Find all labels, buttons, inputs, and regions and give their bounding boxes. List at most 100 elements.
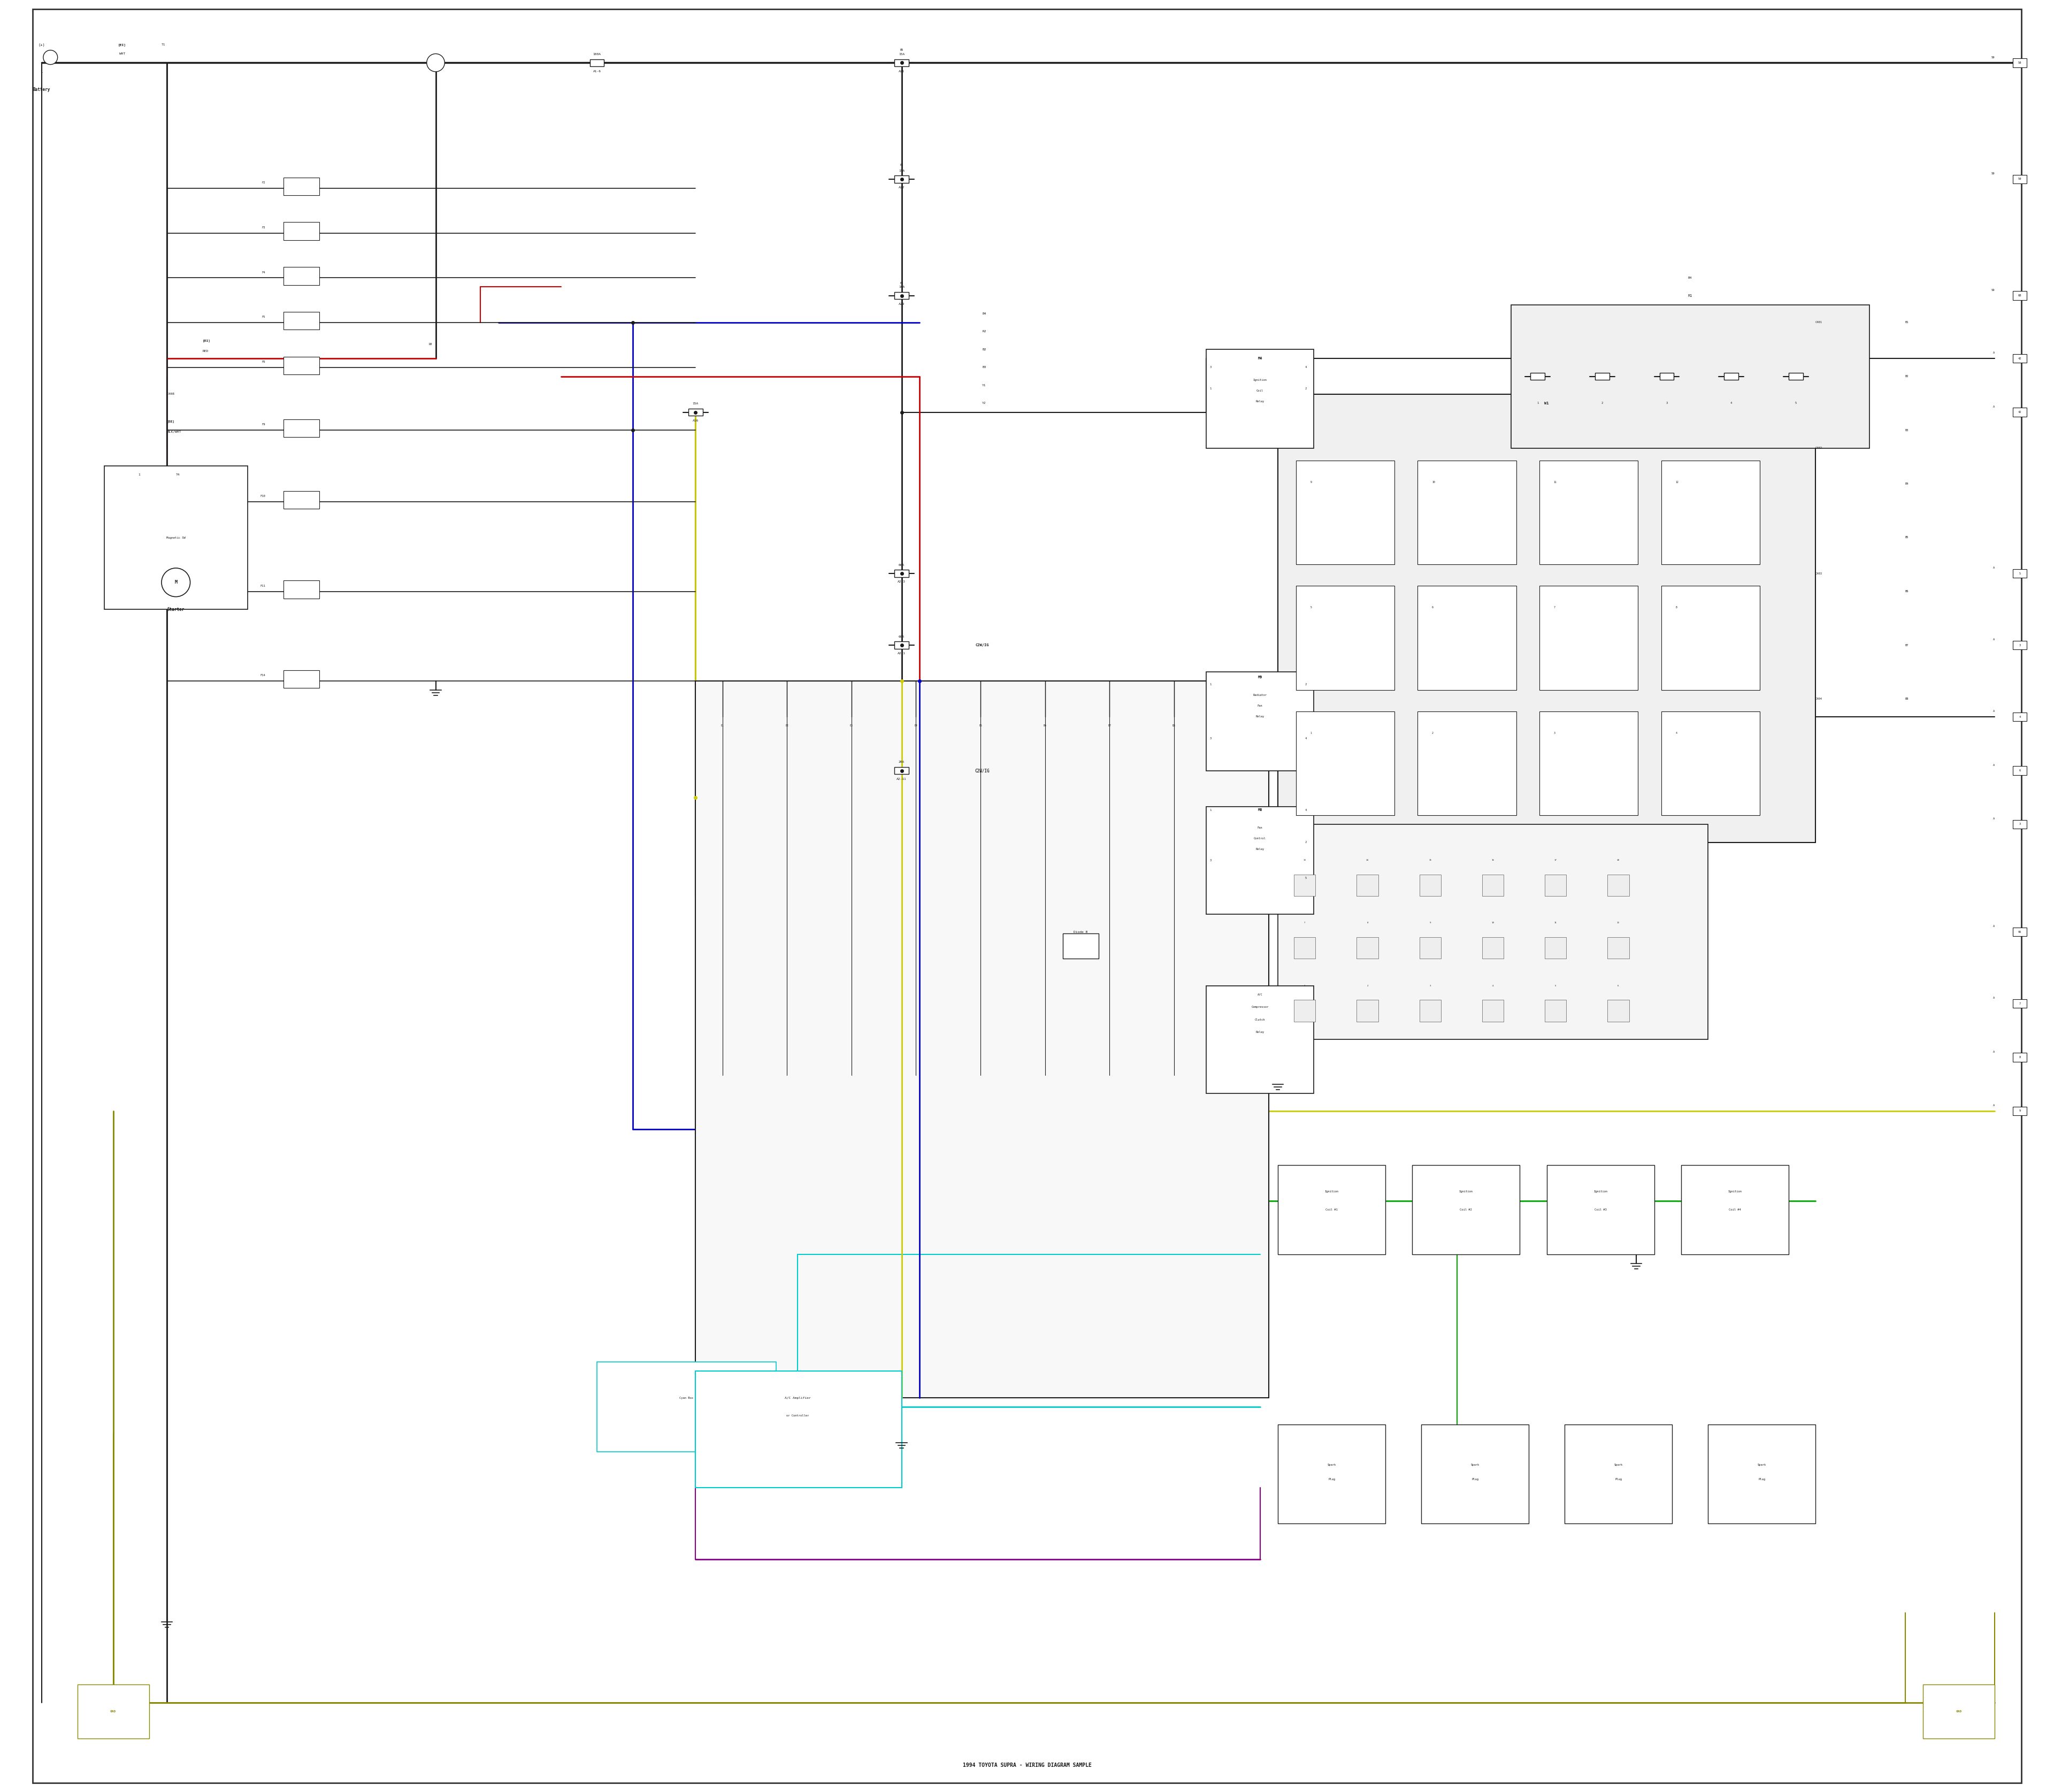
Text: [EI]: [EI] xyxy=(117,43,125,47)
Text: E5: E5 xyxy=(980,724,982,728)
Text: B2: B2 xyxy=(982,348,986,351)
Text: T1: T1 xyxy=(162,43,164,47)
Text: F4: F4 xyxy=(263,271,265,274)
Text: E7: E7 xyxy=(1107,724,1111,728)
Bar xyxy=(1608,874,1629,896)
Text: Ignition: Ignition xyxy=(1727,1190,1742,1193)
Bar xyxy=(1545,937,1567,959)
Text: 18: 18 xyxy=(1616,858,1621,862)
Bar xyxy=(1540,586,1637,690)
Text: Relay: Relay xyxy=(1255,848,1265,851)
Bar xyxy=(1206,672,1315,771)
Text: Coil #2: Coil #2 xyxy=(1460,1208,1473,1211)
Bar xyxy=(1358,937,1378,959)
Text: B6: B6 xyxy=(1904,590,1908,593)
Text: 10A: 10A xyxy=(898,287,904,289)
Bar xyxy=(78,1684,150,1738)
Bar xyxy=(1296,461,1395,564)
Bar xyxy=(1413,1165,1520,1254)
Text: BLK/WHT: BLK/WHT xyxy=(166,430,181,434)
Bar xyxy=(1417,711,1516,815)
Text: M8: M8 xyxy=(1257,808,1263,812)
Text: RED: RED xyxy=(203,349,210,353)
Bar xyxy=(1278,1165,1384,1254)
Text: GND: GND xyxy=(111,1710,117,1713)
Bar xyxy=(1662,461,1760,564)
Text: B4: B4 xyxy=(1904,482,1908,486)
Text: B3: B3 xyxy=(982,366,986,369)
Bar xyxy=(1419,1000,1442,1021)
Text: Cyan Box: Cyan Box xyxy=(680,1396,694,1400)
Bar xyxy=(2013,642,2027,650)
Bar xyxy=(893,59,908,66)
Text: R2: R2 xyxy=(982,330,986,333)
Text: C404: C404 xyxy=(1816,697,1822,701)
Bar xyxy=(1421,1425,1528,1523)
Bar xyxy=(2013,1106,2027,1115)
Text: Starter: Starter xyxy=(166,607,185,611)
Text: B4: B4 xyxy=(1688,276,1692,280)
Text: Plug: Plug xyxy=(1614,1478,1623,1480)
Text: E8: E8 xyxy=(1173,724,1175,728)
Bar xyxy=(1296,711,1395,815)
Text: F11: F11 xyxy=(261,584,265,588)
Text: Coil: Coil xyxy=(1257,389,1263,392)
Text: 68: 68 xyxy=(2017,294,2021,297)
Text: Coil #4: Coil #4 xyxy=(1729,1208,1742,1211)
Text: Magnetic SW: Magnetic SW xyxy=(166,536,185,539)
Text: Plug: Plug xyxy=(1758,1478,1764,1480)
Text: Ignition: Ignition xyxy=(1253,378,1267,382)
Circle shape xyxy=(162,568,191,597)
Text: B2: B2 xyxy=(1904,375,1908,378)
Text: S9: S9 xyxy=(1990,56,1994,59)
Text: S9: S9 xyxy=(1990,289,1994,292)
Bar xyxy=(2013,290,2027,299)
Text: A2-11: A2-11 xyxy=(896,778,906,780)
Text: Spark: Spark xyxy=(1614,1464,1623,1466)
Text: C402: C402 xyxy=(1816,446,1822,450)
Text: Spark: Spark xyxy=(1327,1464,1335,1466)
Text: 10: 10 xyxy=(1432,480,1436,484)
Text: Y1: Y1 xyxy=(982,383,986,387)
Text: F3: F3 xyxy=(263,226,265,229)
Text: F14: F14 xyxy=(261,674,265,677)
Bar xyxy=(696,681,1269,1398)
Bar xyxy=(1358,1000,1378,1021)
Bar xyxy=(1709,1425,1816,1523)
Text: Ignition: Ignition xyxy=(1594,1190,1608,1193)
Text: Relay: Relay xyxy=(1255,1030,1265,1034)
Text: F5: F5 xyxy=(263,315,265,319)
Bar xyxy=(1294,937,1315,959)
Bar xyxy=(1512,305,1869,448)
Text: Relay: Relay xyxy=(1255,400,1265,403)
Text: Fan: Fan xyxy=(1257,704,1263,708)
Bar xyxy=(696,1371,902,1487)
Bar xyxy=(2013,1054,2027,1061)
Text: 95: 95 xyxy=(2017,930,2021,934)
Text: Relay: Relay xyxy=(1255,715,1265,719)
Text: Clutch: Clutch xyxy=(1255,1018,1265,1021)
Bar xyxy=(893,570,908,577)
Text: (+): (+) xyxy=(39,43,45,47)
Bar xyxy=(2013,928,2027,935)
Bar xyxy=(1483,874,1504,896)
Text: E6: E6 xyxy=(1043,724,1045,728)
Text: A1-6: A1-6 xyxy=(594,70,602,72)
Bar xyxy=(1483,1000,1504,1021)
Bar xyxy=(1294,874,1315,896)
Circle shape xyxy=(43,50,58,65)
Text: Battery: Battery xyxy=(33,88,49,91)
Text: 17: 17 xyxy=(1555,858,1557,862)
Bar xyxy=(1530,373,1545,380)
Text: 16: 16 xyxy=(1491,858,1493,862)
Text: A22: A22 xyxy=(898,186,904,188)
Bar xyxy=(2013,57,2027,66)
Text: Compressor: Compressor xyxy=(1251,1005,1269,1009)
Text: Fan: Fan xyxy=(1257,826,1263,830)
Text: Ignition: Ignition xyxy=(1325,1190,1339,1193)
Bar xyxy=(283,267,318,285)
Text: 58: 58 xyxy=(2017,61,2021,65)
Text: 20A: 20A xyxy=(898,762,904,763)
Bar xyxy=(1789,373,1803,380)
Bar xyxy=(893,176,908,183)
